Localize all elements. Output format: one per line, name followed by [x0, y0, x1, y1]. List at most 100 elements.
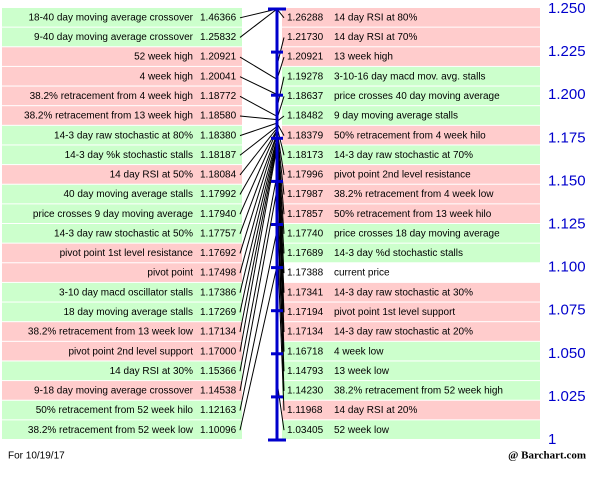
level-label: 14-3 day raw stochastic at 30% — [334, 287, 473, 298]
level-label: 13 week low — [334, 366, 390, 377]
level-connector — [239, 76, 278, 95]
level-label: price crosses 40 day moving average — [334, 91, 500, 102]
level-row — [282, 381, 540, 400]
level-label: 9 day moving average stalls — [334, 111, 458, 122]
y-tick-label: 1.250 — [548, 0, 586, 17]
level-row — [2, 361, 242, 381]
level-row — [282, 263, 540, 282]
level-connector — [239, 134, 278, 254]
level-row — [2, 400, 242, 420]
level-connector — [239, 122, 278, 137]
level-label: pivot point 2nd level resistance — [334, 170, 471, 181]
level-label: 13 week high — [334, 52, 393, 63]
level-row — [282, 361, 540, 381]
level-connector — [239, 56, 278, 80]
level-connector — [239, 230, 278, 411]
level-label: 14-3 day raw stochastic at 20% — [334, 327, 473, 338]
level-value: 1.17692 — [200, 248, 237, 259]
level-row — [2, 184, 242, 204]
level-label: 38.2% retracement from 4 week low — [334, 189, 494, 200]
level-value: 1.18084 — [200, 170, 237, 181]
level-row — [282, 282, 540, 302]
level-connector — [239, 144, 278, 333]
level-label: 50% retracement from 13 week hilo — [334, 209, 492, 220]
level-row — [2, 420, 242, 439]
level-label: 52 week high — [134, 52, 193, 63]
level-label: current price — [334, 268, 390, 279]
level-value: 1.11968 — [287, 405, 323, 416]
level-row — [282, 420, 540, 439]
level-label: 38.2% retracement from 13 week low — [28, 327, 194, 338]
level-connector — [239, 265, 278, 431]
level-label: 4 week high — [140, 71, 193, 82]
level-row — [2, 145, 242, 165]
level-label: price crosses 18 day moving average — [334, 228, 500, 239]
level-value: 1.25832 — [200, 32, 237, 43]
level-label: 50% retracement from 4 week hilo — [334, 130, 486, 141]
level-connector — [239, 8, 278, 38]
y-tick-label: 1.125 — [548, 215, 586, 232]
level-row — [282, 184, 540, 204]
level-row — [282, 400, 540, 420]
level-label: 38.2% retracement from 13 week high — [24, 111, 193, 122]
level-value: 1.17134 — [287, 327, 324, 338]
level-value: 1.16718 — [287, 346, 324, 357]
level-label: 40 day moving average stalls — [63, 189, 193, 200]
level-row — [282, 106, 540, 125]
level-label: 9-18 day moving average crossover — [34, 386, 194, 397]
y-tick-label: 1.150 — [548, 172, 586, 189]
level-label: 3-10-16 day macd mov. avg. stalls — [334, 71, 486, 82]
level-value: 1.17134 — [200, 327, 237, 338]
date-note: For 10/19/17 — [8, 451, 65, 462]
brand: @ Barchart.com — [508, 450, 586, 462]
level-row — [282, 224, 540, 243]
level-row — [2, 224, 242, 243]
level-connector — [239, 174, 278, 372]
level-value: 1.10096 — [200, 425, 237, 436]
level-label: 14-3 day raw stochastic at 50% — [54, 228, 193, 239]
level-row — [2, 302, 242, 322]
level-row — [282, 8, 540, 27]
level-value: 1.21730 — [287, 32, 324, 43]
level-row — [282, 47, 540, 66]
level-value: 1.46366 — [200, 12, 237, 23]
level-connector — [239, 130, 278, 215]
level-row — [282, 322, 540, 341]
level-connector — [239, 129, 278, 195]
level-connector — [239, 115, 278, 121]
level-label: 4 week low — [334, 346, 384, 357]
level-value: 1.18379 — [287, 130, 324, 141]
level-value: 1.15366 — [200, 366, 237, 377]
level-label: 38.2% retracement from 52 week low — [28, 425, 194, 436]
level-row — [2, 106, 242, 125]
level-row — [2, 204, 242, 223]
level-value: 1.17689 — [287, 248, 324, 259]
level-label: 18-40 day moving average crossover — [28, 12, 193, 23]
level-row — [282, 125, 540, 145]
level-value: 1.18380 — [200, 130, 237, 141]
level-row — [2, 341, 242, 361]
level-row — [2, 322, 242, 341]
level-row — [2, 86, 242, 106]
level-value: 1.17000 — [200, 346, 237, 357]
level-value: 1.17269 — [200, 307, 237, 318]
level-label: 14 day RSI at 80% — [334, 12, 417, 23]
level-value: 1.19278 — [287, 71, 324, 82]
level-label: 14 day RSI at 20% — [334, 405, 417, 416]
level-value: 1.17940 — [200, 209, 237, 220]
level-label: 50% retracement from 52 week hilo — [36, 405, 194, 416]
level-label: 14 day RSI at 70% — [334, 32, 417, 43]
y-tick-label: 1 — [548, 431, 556, 448]
level-value: 1.17740 — [287, 228, 324, 239]
level-label: 52 week low — [334, 425, 390, 436]
level-row — [282, 145, 540, 165]
y-tick-label: 1.175 — [548, 129, 586, 146]
level-row — [282, 341, 540, 361]
level-value: 1.14230 — [287, 386, 324, 397]
level-value: 1.03405 — [287, 425, 324, 436]
level-value: 1.17194 — [287, 307, 324, 318]
y-tick-label: 1.225 — [548, 43, 586, 60]
level-row — [2, 47, 242, 66]
level-connector — [239, 142, 278, 313]
